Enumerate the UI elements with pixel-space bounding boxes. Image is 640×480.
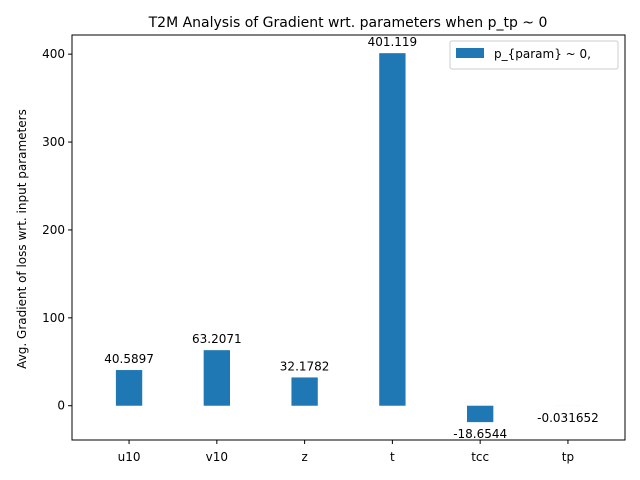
plot-frame xyxy=(71,34,626,441)
x-axis: u10 v10 z t tcc tp xyxy=(118,440,574,464)
value-label-tp: -0.031652 xyxy=(537,411,599,425)
value-label-u10: 40.5897 xyxy=(104,352,154,366)
y-tick-label: 400 xyxy=(42,47,65,61)
x-tick-label-v10: v10 xyxy=(206,450,228,464)
x-tick-label-u10: u10 xyxy=(118,450,141,464)
x-tick-label-tp: tp xyxy=(562,450,574,464)
y-axis-label: Avg. Gradient of loss wrt. input paramet… xyxy=(15,109,29,369)
value-label-z: 32.1782 xyxy=(280,359,330,373)
y-tick-label: 100 xyxy=(42,311,65,325)
value-labels-group: 40.5897 63.2071 32.1782 401.119 -18.6544 -0.0… xyxy=(104,35,598,441)
y-tick-label: 300 xyxy=(42,135,65,149)
legend-label: p_{param} ~ 0, xyxy=(494,47,591,61)
x-tick-label-z: z xyxy=(301,450,307,464)
legend: p_{param} ~ 0, xyxy=(449,40,619,70)
bar-tcc xyxy=(467,405,494,423)
bar-t xyxy=(379,53,406,406)
value-label-v10: 63.2071 xyxy=(192,332,242,346)
bar-z xyxy=(291,377,318,406)
bar-v10 xyxy=(203,350,230,406)
value-label-t: 401.119 xyxy=(368,35,418,49)
y-tick-label: 0 xyxy=(57,399,65,413)
bar-u10 xyxy=(115,370,143,406)
legend-swatch xyxy=(456,48,484,58)
y-tick-label: 200 xyxy=(42,223,65,237)
value-label-tcc: -18.6544 xyxy=(453,427,507,441)
bars-group xyxy=(115,53,582,423)
chart-title: T2M Analysis of Gradient wrt. parameters… xyxy=(148,15,548,31)
x-tick-label-t: t xyxy=(390,450,395,464)
y-axis: 0 100 200 300 400 xyxy=(42,47,72,413)
x-tick-label-tcc: tcc xyxy=(471,450,489,464)
legend-frame xyxy=(449,40,619,70)
